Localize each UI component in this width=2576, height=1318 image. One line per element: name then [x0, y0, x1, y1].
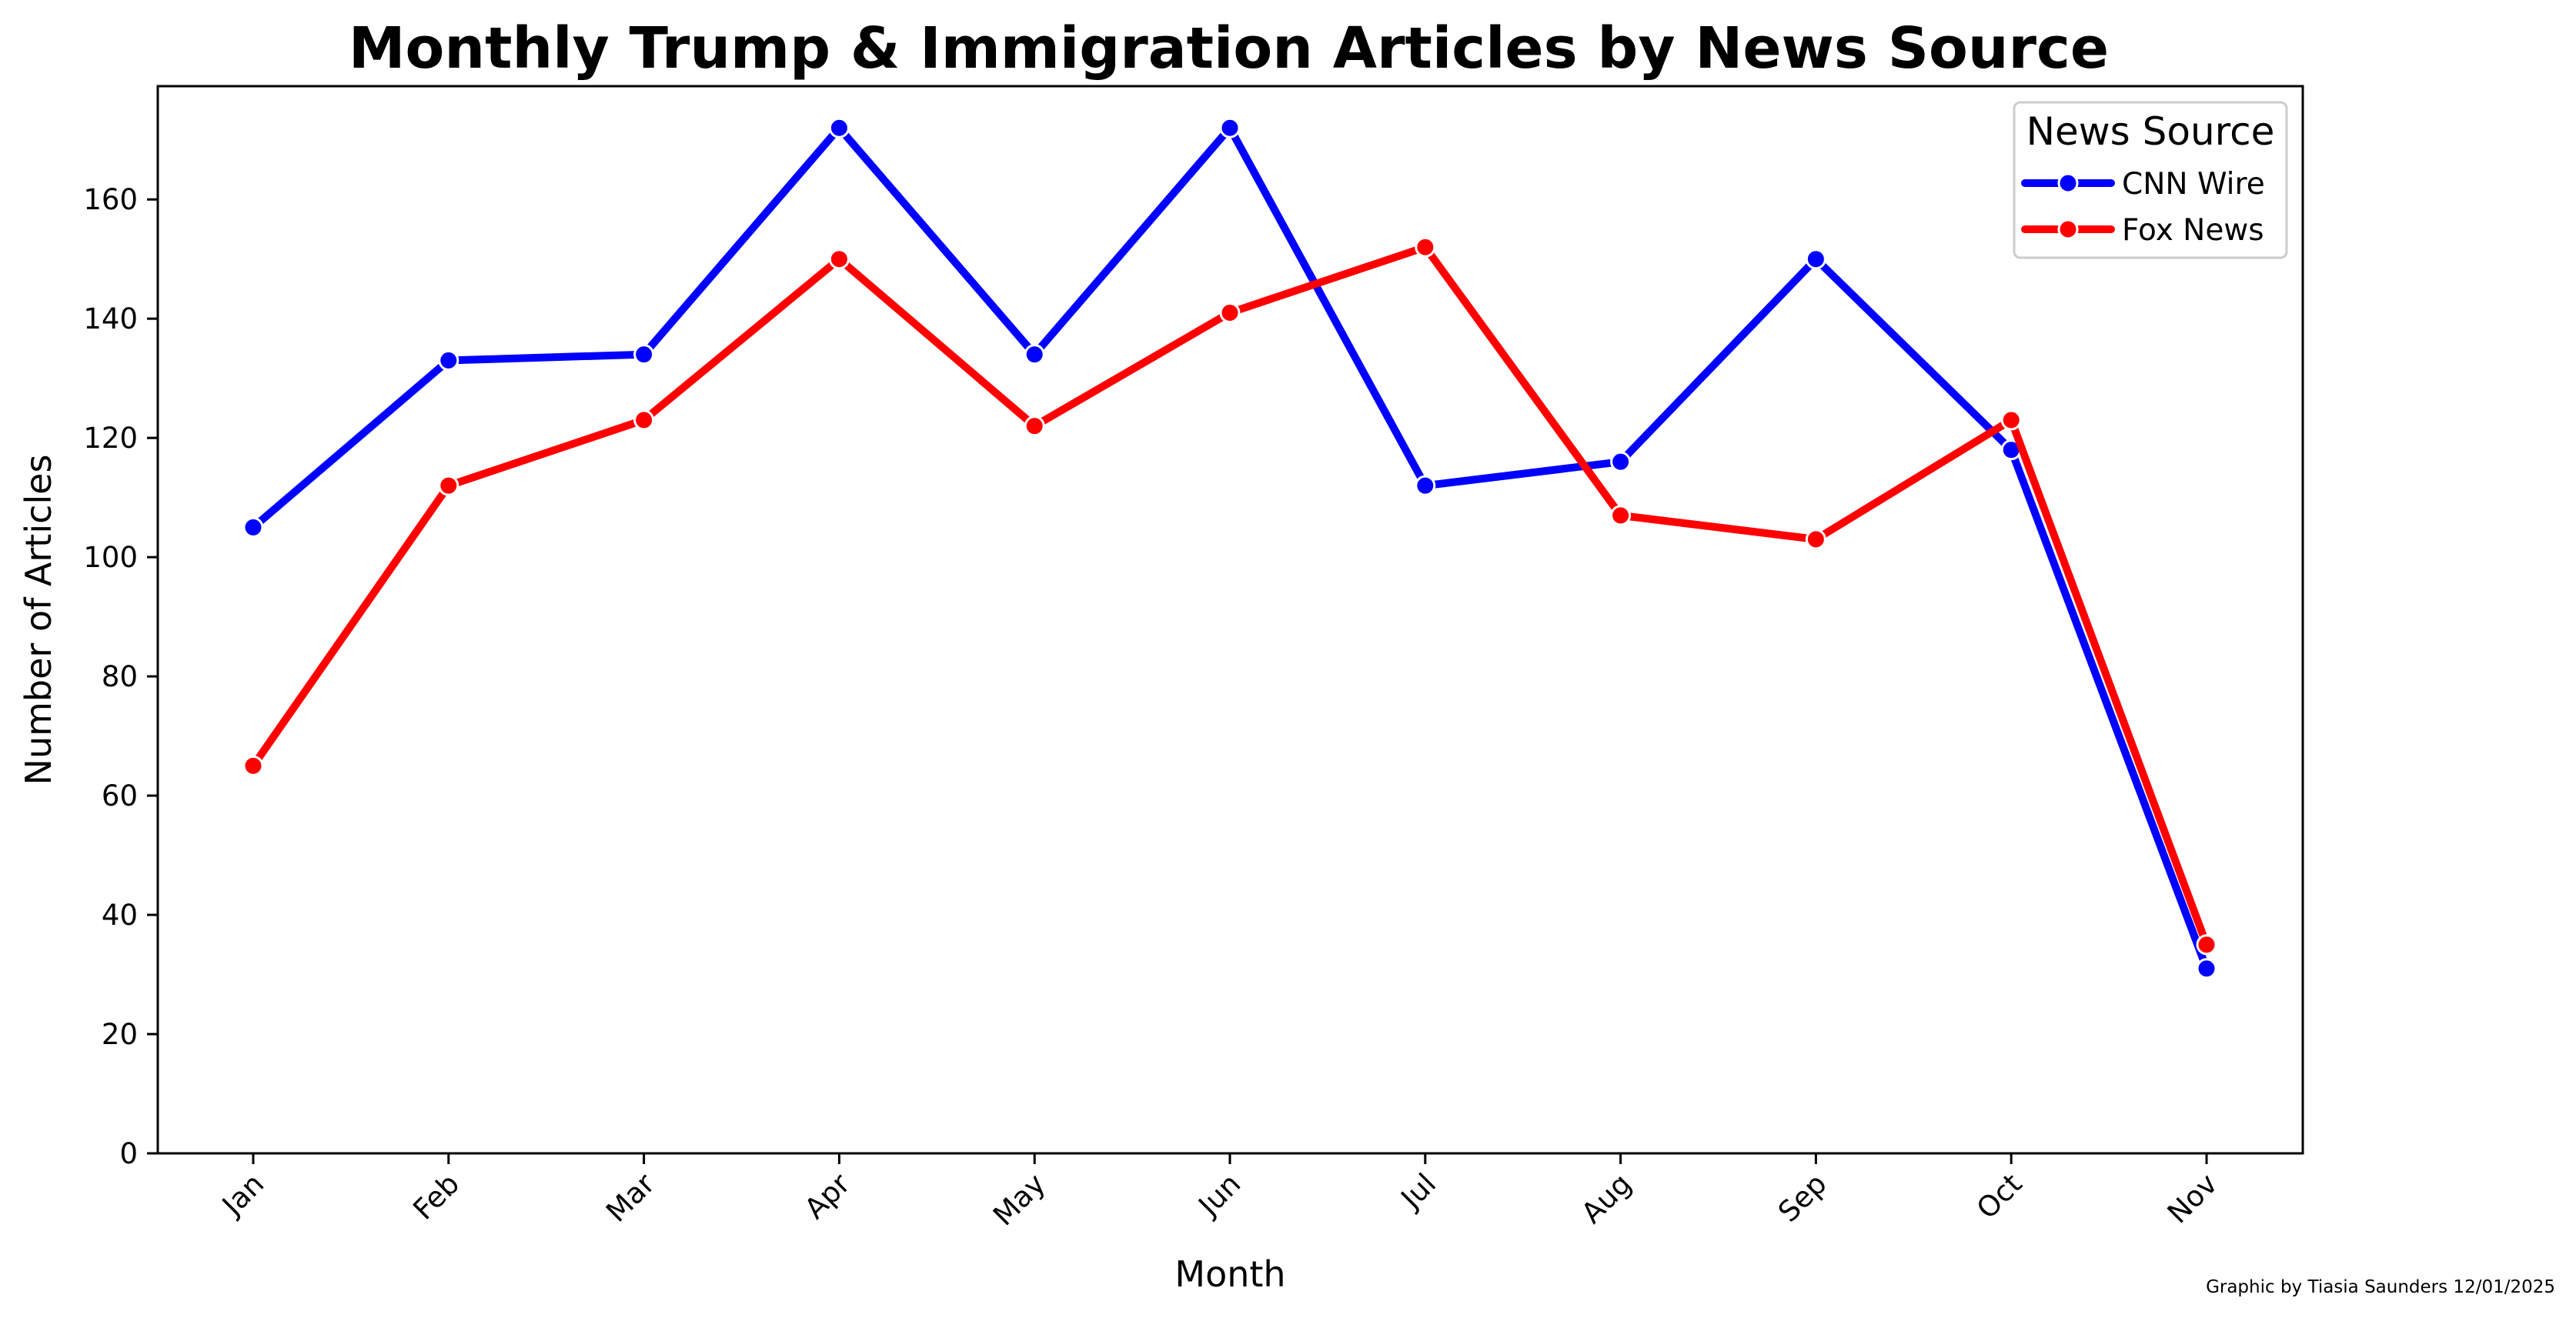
legend-entry: CNN Wire: [2021, 167, 2265, 202]
legend-box: [2013, 101, 2288, 259]
legend-entries: CNN Wire Fox News: [2021, 167, 2265, 248]
x-axis-label: Month: [1174, 1253, 1285, 1295]
y-tick-label: 120: [83, 422, 138, 455]
data-point: [1610, 451, 1632, 472]
legend-swatch-marker: [2057, 219, 2079, 240]
chart-title: Monthly Trump & Immigration Articles by …: [349, 15, 2109, 82]
data-point: [2000, 409, 2022, 431]
series-cnn-wire: [242, 117, 2217, 979]
data-point: [828, 117, 850, 138]
credit-text: Graphic by Tiasia Saunders 12/01/2025: [2206, 1277, 2555, 1297]
y-tick-label: 60: [102, 779, 138, 812]
data-point: [2196, 934, 2217, 956]
data-point: [633, 409, 655, 431]
y-tick-label: 20: [102, 1018, 138, 1051]
y-axis-label: Number of Articles: [18, 455, 59, 786]
y-tick-label: 160: [83, 183, 138, 216]
data-point: [1415, 236, 1436, 258]
legend-title: News Source: [2026, 109, 2275, 154]
data-point: [1219, 302, 1241, 323]
data-point: [1219, 117, 1241, 138]
data-point: [1805, 529, 1826, 550]
data-point: [1610, 505, 1632, 526]
legend-label: Fox News: [2122, 213, 2264, 248]
series-layer: [242, 117, 2217, 979]
y-tick-label: 100: [83, 541, 138, 574]
y-tick-label: 40: [102, 899, 138, 932]
data-point: [1024, 344, 1045, 365]
legend: News Source CNN Wire Fox News: [2013, 101, 2288, 259]
data-point: [1805, 249, 1826, 270]
legend-swatch-marker: [2057, 172, 2079, 194]
legend-label: CNN Wire: [2122, 167, 2265, 202]
data-point: [1415, 475, 1436, 496]
data-point: [438, 349, 459, 371]
y-tick-label: 80: [102, 660, 138, 693]
y-tick-label: 140: [83, 302, 138, 335]
data-point: [438, 475, 459, 496]
legend-entry: Fox News: [2021, 213, 2264, 248]
data-point: [242, 516, 264, 538]
data-point: [2196, 958, 2217, 979]
data-point: [1024, 415, 1045, 437]
data-point: [242, 755, 264, 776]
series-fox-news: [242, 236, 2217, 956]
data-point: [828, 249, 850, 270]
y-axis: 0 20 40 60 80 100 120 140 160: [83, 183, 158, 1170]
data-point: [633, 344, 655, 365]
y-tick-label: 0: [119, 1137, 138, 1170]
